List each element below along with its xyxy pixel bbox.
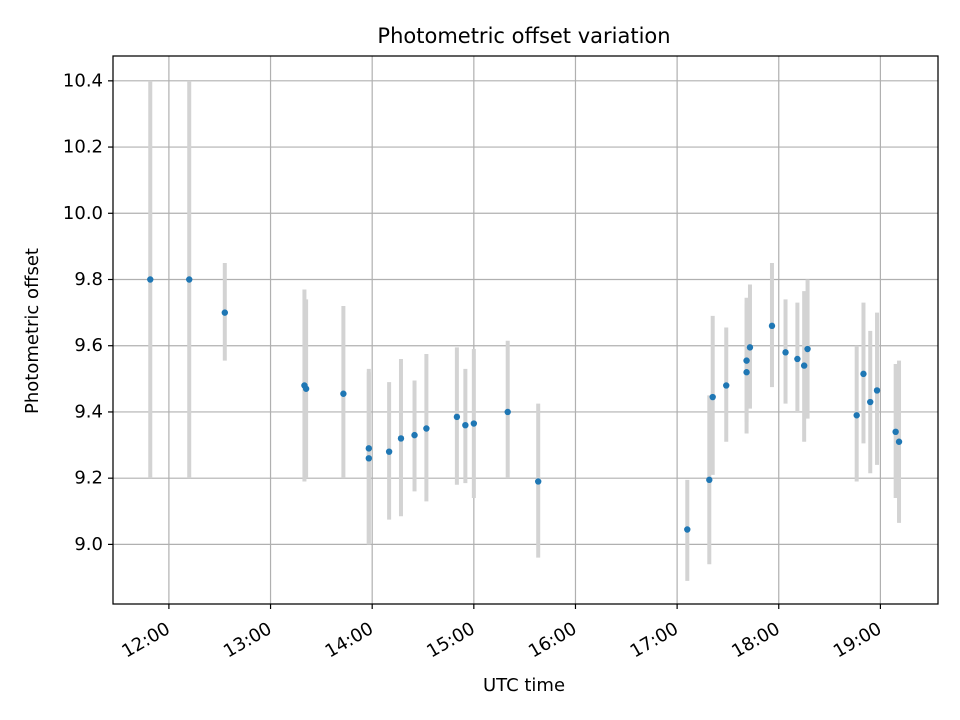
data-point (221, 309, 229, 316)
data-point (768, 322, 776, 330)
data-point (470, 420, 478, 427)
plot-frame (112, 55, 939, 605)
y-tick-label: 10.2 (63, 137, 103, 158)
data-point (385, 448, 393, 455)
y-tick-label: 10.0 (63, 203, 103, 224)
y-tick-label: 9.4 (74, 401, 103, 422)
data-point (743, 369, 750, 376)
data-point (873, 387, 881, 394)
y-tick-label: 9.0 (74, 534, 103, 555)
data-point (804, 345, 811, 353)
grid (113, 56, 938, 604)
data-point (453, 413, 461, 421)
data-point (709, 393, 716, 401)
data-point (853, 412, 860, 419)
y-axis-title: Photometric offset (22, 248, 43, 414)
y-tick-label: 9.2 (74, 468, 103, 489)
data-point (397, 435, 405, 442)
y-axis-ticks: 9.0 9.2 9.4 9.6 9.8 10.0 10.2 10.4 (63, 70, 113, 555)
data-point (743, 357, 750, 364)
data-point (365, 455, 373, 462)
y-tick-label: 10.4 (63, 70, 103, 91)
data-point (684, 526, 691, 533)
data-point (860, 370, 867, 378)
data-point (147, 276, 154, 283)
data-point (892, 428, 899, 436)
y-tick-label: 9.8 (74, 269, 103, 290)
data-point (340, 390, 347, 397)
data-point (746, 344, 754, 351)
chart-title: Photometric offset variation (377, 24, 670, 48)
data-point (895, 438, 903, 445)
data-point (462, 421, 469, 429)
data-point (706, 476, 713, 484)
data-point (411, 431, 418, 439)
data-point (800, 362, 808, 369)
data-point (423, 425, 430, 432)
x-axis-title: UTC time (483, 675, 565, 696)
data-points (147, 276, 903, 533)
data-point (365, 445, 373, 452)
data-point (186, 276, 193, 283)
data-point (535, 478, 542, 485)
data-point (867, 398, 874, 406)
y-tick-label: 9.6 (74, 335, 103, 356)
data-point (782, 349, 789, 356)
data-point (723, 382, 730, 389)
data-point (504, 408, 511, 416)
data-point (794, 355, 801, 363)
data-point (302, 385, 310, 392)
